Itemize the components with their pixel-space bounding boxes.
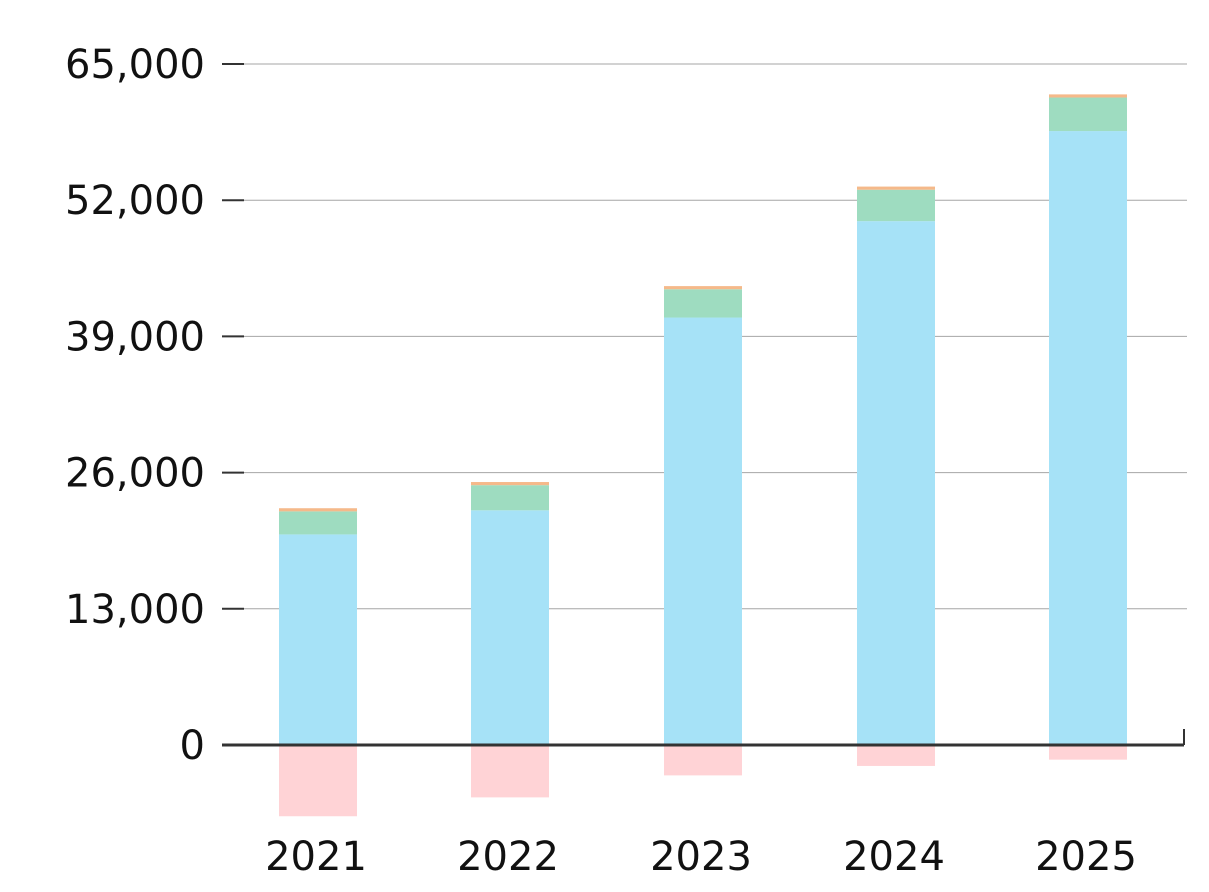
x-tick-label: 2021 bbox=[265, 834, 367, 880]
bar-2021-segment-2 bbox=[279, 511, 357, 535]
x-tick-label: 2024 bbox=[843, 834, 945, 880]
bar-2023-segment-1 bbox=[664, 317, 742, 745]
y-tick-label: 0 bbox=[180, 723, 205, 769]
x-tick-label: 2025 bbox=[1035, 834, 1137, 880]
bar-2025-segment-3 bbox=[1049, 94, 1127, 98]
bar-2022-segment-4 bbox=[471, 745, 549, 798]
bar-2023-segment-3 bbox=[664, 286, 742, 290]
y-tick-label: 39,000 bbox=[65, 314, 205, 360]
y-tick-label: 52,000 bbox=[65, 178, 205, 224]
bar-2023-segment-4 bbox=[664, 745, 742, 776]
x-tick-label: 2023 bbox=[650, 834, 752, 880]
bar-2022-segment-3 bbox=[471, 482, 549, 486]
bar-2025-segment-2 bbox=[1049, 97, 1127, 132]
bar-2023-segment-2 bbox=[664, 289, 742, 318]
bar-2025-segment-4 bbox=[1049, 745, 1127, 760]
bars bbox=[279, 94, 1127, 817]
axes bbox=[222, 63, 1185, 747]
x-tick-label: 2022 bbox=[457, 834, 559, 880]
bar-2022-segment-1 bbox=[471, 510, 549, 745]
bar-2024-segment-3 bbox=[857, 186, 935, 190]
bar-2021-segment-1 bbox=[279, 534, 357, 745]
tick-labels: 0 13,000 26,000 39,000 52,000 65,000 2021 2022 2… bbox=[65, 42, 1137, 880]
y-tick-label: 26,000 bbox=[65, 451, 205, 497]
bar-2024-segment-1 bbox=[857, 221, 935, 746]
bar-2021-segment-3 bbox=[279, 508, 357, 512]
bar-2025-segment-1 bbox=[1049, 131, 1127, 745]
bar-2024-segment-4 bbox=[857, 745, 935, 766]
bar-2022-segment-2 bbox=[471, 485, 549, 511]
y-tick-label: 65,000 bbox=[65, 42, 205, 88]
bar-2021-segment-4 bbox=[279, 745, 357, 817]
bar-2024-segment-2 bbox=[857, 189, 935, 222]
y-tick-label: 13,000 bbox=[65, 587, 205, 633]
